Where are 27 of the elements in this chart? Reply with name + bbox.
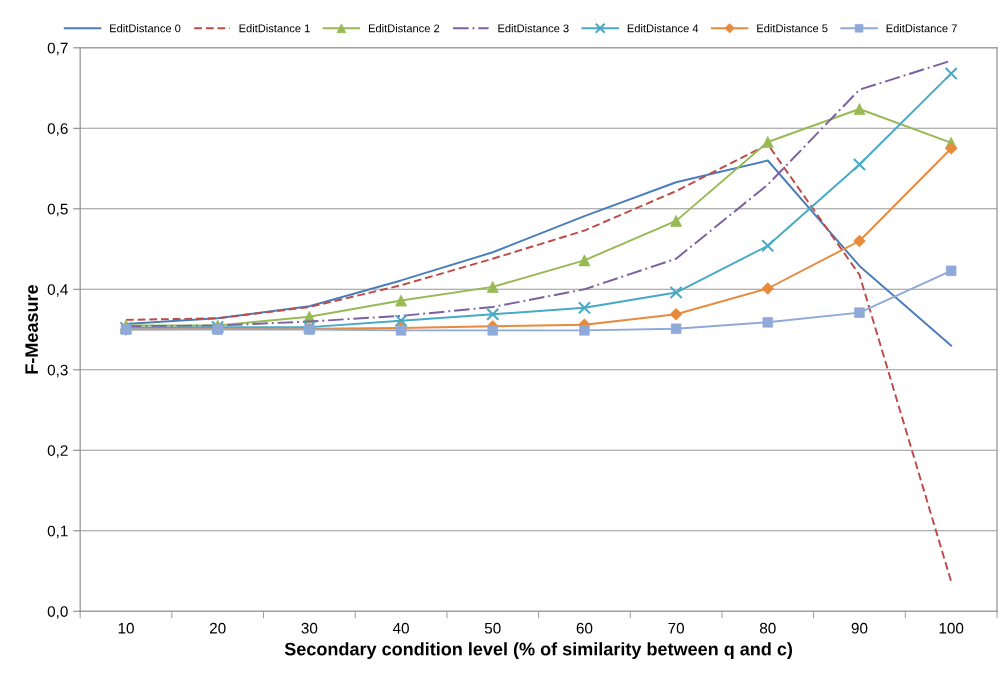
x-tick-label: 40 (392, 622, 409, 634)
y-tick-label: 0,2 (47, 445, 68, 458)
legend-label: EditDistance 0 (110, 24, 181, 33)
x-tick-label: 50 (484, 622, 501, 634)
y-tick-label: 0,1 (47, 525, 68, 539)
x-tick-label: 80 (759, 622, 776, 634)
x-tick-label: 10 (118, 622, 134, 634)
y-tick-label: 0,7 (47, 42, 68, 56)
legend-label: EditDistance 1 (239, 24, 310, 33)
y-tick-label: 0,4 (47, 284, 68, 297)
legend-label: EditDistance 7 (886, 24, 957, 33)
x-tick-label: 30 (301, 622, 318, 634)
legend-label: EditDistance 5 (757, 24, 828, 33)
x-tick-label: 90 (851, 622, 868, 634)
x-tick-label: 70 (668, 622, 684, 634)
x-tick-label: 20 (209, 622, 226, 634)
legend-label: EditDistance 3 (498, 24, 569, 33)
y-tick-label: 0,0 (47, 606, 68, 619)
y-tick-label: 0,6 (47, 123, 68, 136)
x-axis-title: Secondary condition level (% of similarity between q and c) (284, 642, 793, 660)
y-tick-label: 0,5 (47, 203, 68, 217)
y-tick-label: 0,3 (47, 364, 68, 378)
y-axis-title: F-Measure (25, 285, 38, 374)
x-tick-label: 60 (576, 622, 593, 634)
x-tick-label: 100 (939, 622, 964, 634)
legend-label: EditDistance 2 (368, 24, 440, 33)
legend-label: EditDistance 4 (627, 24, 699, 33)
